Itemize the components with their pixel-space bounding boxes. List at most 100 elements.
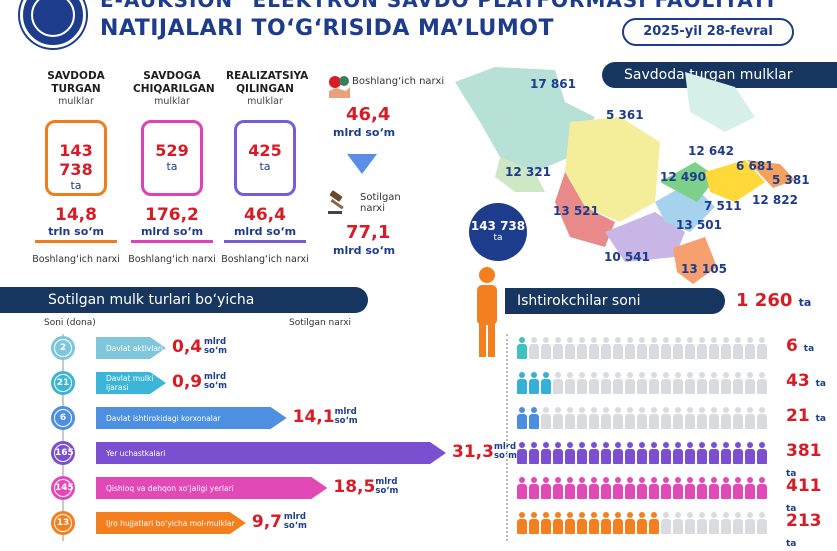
person-icon bbox=[685, 337, 695, 359]
person-head bbox=[519, 477, 525, 483]
person-head bbox=[615, 477, 621, 483]
person-head bbox=[747, 407, 753, 413]
person-icon bbox=[661, 337, 671, 359]
types-col-price: Sotilgan narxi bbox=[289, 318, 352, 328]
person-head bbox=[675, 442, 681, 448]
person-icon bbox=[649, 372, 659, 394]
person-head bbox=[651, 337, 657, 343]
person-icon bbox=[601, 442, 611, 464]
person-icon bbox=[589, 512, 599, 534]
participant-count-value: 411 bbox=[786, 476, 822, 496]
person-head bbox=[675, 512, 681, 518]
stat-heading: SAVDODA TURGAN bbox=[47, 70, 105, 95]
person-head bbox=[555, 337, 561, 343]
person-icon bbox=[565, 372, 575, 394]
person-icon bbox=[613, 372, 623, 394]
person-body bbox=[673, 414, 683, 429]
person-icon bbox=[745, 477, 755, 499]
person-icon bbox=[697, 337, 707, 359]
participant-row bbox=[517, 512, 767, 534]
person-body bbox=[709, 414, 719, 429]
person-head bbox=[723, 372, 729, 378]
person-head bbox=[567, 337, 573, 343]
stat-unit: ta bbox=[259, 160, 271, 173]
stat-money: 14,8 trln so‘m bbox=[29, 206, 123, 243]
stat-money-value: 14,8 bbox=[55, 205, 97, 225]
person-body bbox=[709, 519, 719, 534]
map-region-value: 13 501 bbox=[676, 218, 722, 232]
person-head bbox=[579, 407, 585, 413]
person-icon bbox=[529, 372, 539, 394]
person-body bbox=[625, 449, 635, 464]
person-head bbox=[543, 372, 549, 378]
stat-money-underline bbox=[35, 240, 117, 243]
person-body bbox=[553, 379, 563, 394]
person-body bbox=[589, 414, 599, 429]
type-count-value: 165 bbox=[55, 445, 74, 461]
person-head bbox=[687, 372, 693, 378]
person-body bbox=[601, 344, 611, 359]
person-head bbox=[735, 337, 741, 343]
person-icon bbox=[685, 407, 695, 429]
person-head bbox=[723, 442, 729, 448]
person-icon bbox=[541, 372, 551, 394]
person-head bbox=[687, 407, 693, 413]
type-label: Qishloq va dehqon xo‘jaligi yerlari bbox=[106, 483, 234, 493]
person-body bbox=[553, 414, 563, 429]
person-body bbox=[601, 484, 611, 499]
person-icon bbox=[685, 442, 695, 464]
person-icon bbox=[565, 477, 575, 499]
person-icon bbox=[601, 477, 611, 499]
person-body bbox=[673, 379, 683, 394]
person-head bbox=[627, 477, 633, 483]
person-body bbox=[613, 484, 623, 499]
type-label: Ijro hujjatlari bo‘yicha mol-mulklar bbox=[106, 518, 235, 528]
person-icon bbox=[553, 407, 563, 429]
person-head bbox=[543, 477, 549, 483]
stat-money-value: 46,4 bbox=[244, 205, 286, 225]
person-body bbox=[577, 484, 587, 499]
stat-subheading: mulklar bbox=[247, 96, 283, 107]
type-bar: Qishloq va dehqon xo‘jaligi yerlari bbox=[96, 477, 327, 499]
type-value: 31,3 bbox=[452, 442, 494, 462]
person-head bbox=[699, 407, 705, 413]
person-icon bbox=[625, 442, 635, 464]
person-icon bbox=[733, 442, 743, 464]
person-body bbox=[625, 379, 635, 394]
page-title-line1: E-AUKSION" ELEKTRON SAVDO PLATFORMASI FA… bbox=[100, 0, 776, 12]
person-body bbox=[673, 484, 683, 499]
type-unit-top: mlrd bbox=[334, 407, 357, 417]
person-icon bbox=[589, 442, 599, 464]
type-bar: Davlat mulki ijarasi bbox=[96, 372, 166, 394]
person-head bbox=[735, 477, 741, 483]
person-head bbox=[627, 512, 633, 518]
stat-money: 46,4 mlrd so‘m bbox=[218, 206, 312, 243]
person-head bbox=[543, 407, 549, 413]
person-head bbox=[591, 477, 597, 483]
person-body bbox=[625, 519, 635, 534]
participants-total: 1 260 ta bbox=[736, 290, 811, 311]
person-icon bbox=[577, 337, 587, 359]
person-head bbox=[591, 442, 597, 448]
person-head bbox=[519, 337, 525, 343]
person-body bbox=[757, 414, 767, 429]
person-icon bbox=[661, 372, 671, 394]
person-head bbox=[555, 512, 561, 518]
person-head bbox=[615, 442, 621, 448]
person-body bbox=[625, 344, 635, 359]
person-body bbox=[721, 449, 731, 464]
person-head bbox=[531, 442, 537, 448]
stat-money-label: Boshlang‘ich narxi bbox=[221, 254, 309, 265]
type-unit-bottom: so‘m bbox=[334, 416, 358, 426]
type-value: 14,1 bbox=[292, 407, 335, 427]
map-region-value: 12 490 bbox=[660, 170, 706, 184]
person-head bbox=[723, 477, 729, 483]
person-body bbox=[661, 519, 671, 534]
person-head bbox=[639, 442, 645, 448]
person-head bbox=[639, 337, 645, 343]
participants-total-value: 1 260 bbox=[736, 290, 793, 311]
person-head bbox=[603, 407, 609, 413]
person-body bbox=[529, 344, 539, 359]
person-body bbox=[613, 414, 623, 429]
map-region-value: 13 521 bbox=[553, 204, 599, 218]
